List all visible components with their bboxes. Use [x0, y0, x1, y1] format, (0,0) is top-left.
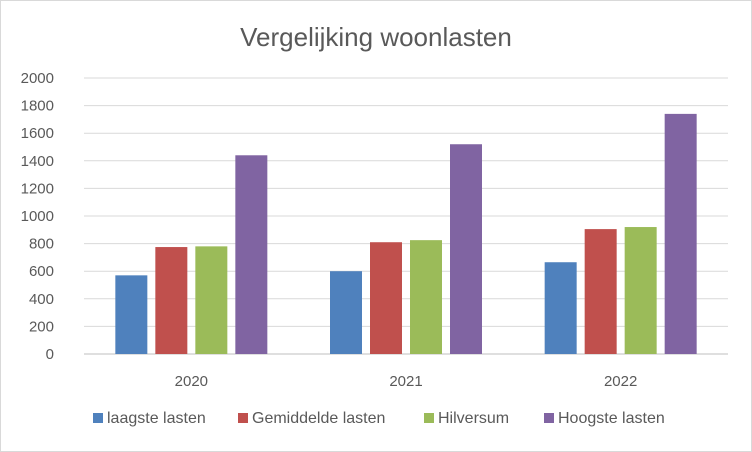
x-tick-label: 2021	[389, 373, 422, 390]
bar-2021-3	[450, 144, 482, 354]
legend: laagste lasten Gemiddelde lasten Hilversum…	[93, 410, 665, 427]
y-tick-label: 1400	[21, 153, 54, 170]
y-tick-label: 400	[29, 291, 54, 308]
y-axis-ticks: 0 200 400 600 800 1000 1200 1400 1600 1800 2000	[21, 70, 54, 363]
bar-2022-2	[624, 227, 657, 354]
bars	[115, 113, 697, 354]
legend-label: Hoogste lasten	[558, 410, 665, 427]
legend-swatch	[544, 413, 554, 423]
y-tick-label: 2000	[21, 70, 54, 87]
legend-swatch	[238, 413, 248, 423]
x-tick-label: 2020	[175, 373, 208, 390]
x-axis-ticks: 2020 2021 2022	[175, 373, 638, 390]
bar-2020-0	[115, 275, 148, 354]
bar-2021-2	[410, 240, 442, 354]
y-tick-label: 200	[29, 318, 54, 335]
bar-2021-0	[330, 271, 362, 354]
x-tick-label: 2022	[604, 373, 637, 390]
bar-2021-1	[370, 242, 402, 354]
y-tick-label: 0	[46, 346, 54, 363]
bar-2022-0	[544, 262, 577, 354]
bar-2020-1	[155, 247, 188, 354]
y-tick-label: 800	[29, 236, 54, 253]
gridlines	[84, 77, 728, 355]
bar-2020-3	[235, 155, 268, 354]
y-tick-label: 1000	[21, 208, 54, 225]
legend-swatch	[93, 413, 103, 423]
chart-title: Vergelijking woonlasten	[240, 22, 512, 52]
bar-2020-2	[195, 246, 228, 354]
y-tick-label: 600	[29, 263, 54, 280]
legend-label: Hilversum	[438, 410, 509, 427]
legend-swatch	[424, 413, 434, 423]
legend-label: laagste lasten	[107, 410, 206, 427]
bar-2022-3	[664, 113, 697, 354]
y-tick-label: 1800	[21, 98, 54, 115]
y-tick-label: 1200	[21, 180, 54, 197]
y-tick-label: 1600	[21, 125, 54, 142]
legend-label: Gemiddelde lasten	[252, 410, 385, 427]
bar-2022-1	[584, 229, 617, 354]
